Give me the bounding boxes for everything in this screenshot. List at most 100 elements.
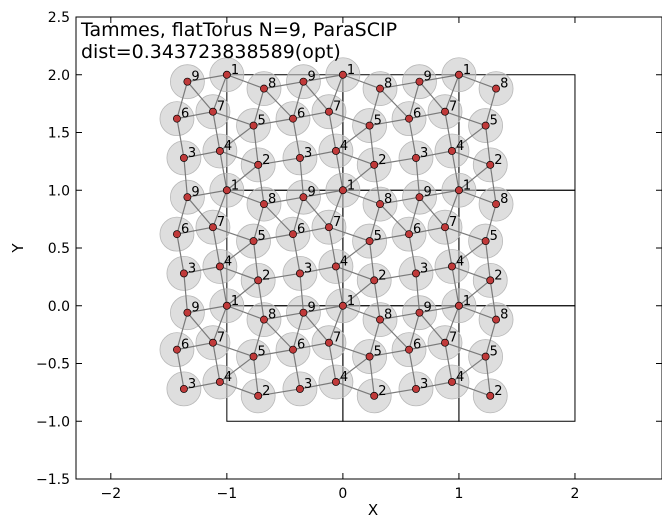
data-point [179,153,188,162]
point-label: 7 [217,331,225,346]
contact-edge [299,150,337,159]
contact-edge [373,164,381,205]
data-point [208,338,217,347]
data-point [331,147,340,155]
contact-edge [342,74,381,90]
point-label: 8 [268,77,276,92]
data-point [173,114,181,123]
point-label: 2 [494,268,502,283]
data-point [415,77,424,86]
contact-edge [212,74,228,112]
point-label: 8 [500,77,508,92]
contact-edge [415,157,421,198]
x-tick-label: 0 [338,486,347,502]
point-label: 6 [413,222,421,237]
point-label: 3 [420,261,428,276]
data-point [249,121,258,130]
contact-edge [252,240,259,281]
data-point [254,160,263,169]
contact-edge [263,319,294,351]
contact-edge [458,305,497,321]
contact-edge [303,189,343,198]
point-label: 9 [423,185,431,200]
contact-edge [419,81,446,113]
contact-edge [252,88,265,126]
contact-edge [292,234,301,274]
contact-edge [458,279,491,307]
contact-edge [368,356,375,396]
contact-edge [212,342,254,358]
contact-edge [186,196,214,228]
data-point [260,200,268,209]
contact-edge [183,273,188,313]
point-label: 7 [333,215,341,230]
contact-edge [408,111,446,120]
contact-edge [379,88,410,120]
data-point [338,301,347,310]
data-point [183,308,192,317]
contact-edge [328,342,370,358]
point-label: 3 [304,261,312,276]
data-point [222,301,231,310]
data-point [376,84,384,93]
point-label: 5 [258,229,266,244]
point-label: 8 [384,308,392,323]
contact-edge [226,279,259,307]
contact-edge [183,265,221,274]
data-point [412,153,420,162]
edge-layer [176,74,497,397]
y-tick-label: −0.5 [36,357,70,373]
data-point [208,107,217,116]
x-tick-label: 2 [571,486,580,502]
contact-edge [444,342,453,383]
contact-edge [415,273,421,313]
point-label: 1 [347,63,355,78]
point-label: 1 [347,294,355,309]
point-label: 2 [262,384,270,399]
data-point [179,269,188,278]
data-point [454,70,463,79]
contact-edge [369,233,410,242]
contact-edge [219,150,228,191]
point-label: 6 [297,222,305,237]
data-point [481,121,490,130]
data-point [299,308,308,317]
torus-cell [458,74,576,191]
data-point [325,107,333,116]
contact-edge [257,280,265,320]
contact-edge [379,319,410,351]
data-point [249,352,258,361]
point-label: 8 [268,308,276,323]
contact-edge [415,265,453,274]
point-label: 4 [340,254,348,269]
x-tick-label: −2 [100,486,121,502]
point-label: 8 [384,192,392,207]
data-point [331,378,340,386]
contact-edge [176,234,185,274]
point-label: 3 [420,146,428,161]
contact-edge [187,305,227,314]
point-label: 1 [231,178,239,193]
contact-edge [212,226,254,242]
contact-edge [485,88,497,126]
data-point [260,315,268,324]
contact-edge [379,81,420,90]
contact-edge [408,197,421,235]
point-label: 2 [378,268,386,283]
contact-edge [219,381,259,397]
chart-subtitle: dist=0.343723838589(opt) [81,41,341,63]
data-point [338,70,347,79]
contact-edge [335,240,370,267]
data-point [254,391,263,400]
point-label: 2 [262,268,270,283]
contact-edge [415,150,453,159]
contact-edge [176,342,214,351]
contact-edge [263,203,294,235]
contact-edge [328,226,370,242]
data-point [215,147,224,155]
contact-edge [252,319,265,357]
contact-edge [292,81,305,119]
data-point [405,345,413,354]
contact-edge [299,265,337,274]
contact-edge [252,356,259,396]
